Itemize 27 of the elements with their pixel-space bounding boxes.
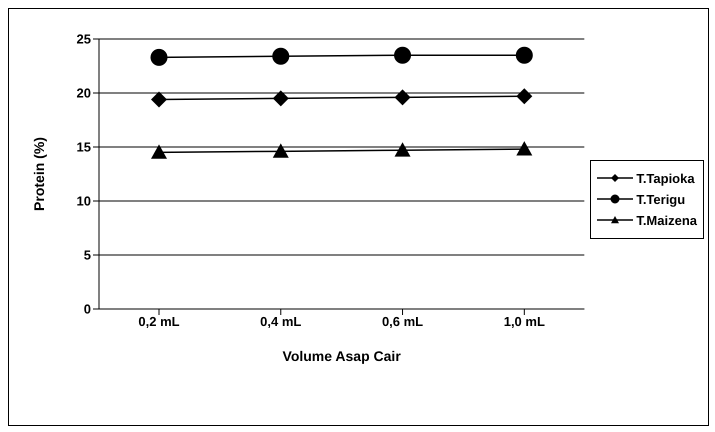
point [272, 48, 290, 65]
point [394, 89, 411, 106]
point [272, 143, 289, 158]
x-tick-label: 1,0 mL [504, 314, 545, 330]
y-tick-label: 25 [76, 32, 91, 47]
point [516, 46, 533, 64]
x-tick-label: 0,4 mL [260, 314, 302, 330]
point [151, 144, 167, 159]
y-tick-label: 5 [84, 248, 91, 263]
point [272, 90, 289, 106]
point [516, 141, 532, 156]
y-tick-label: 0 [84, 302, 91, 317]
y-tick-label: 20 [76, 86, 91, 101]
y-tick-label: 10 [76, 194, 91, 209]
x-tick-label: 0,2 mL [138, 314, 180, 330]
legend-label: T.Maizena [636, 212, 697, 228]
x-axis-title: Volume Asap Cair [282, 348, 402, 364]
x-tick-label: 0,6 mL [382, 314, 424, 330]
y-axis-title: Protein (%) [30, 137, 47, 211]
point [394, 46, 412, 64]
y-tick-label: 15 [76, 140, 91, 155]
legend-label: T.Tapioka [636, 170, 695, 186]
point [151, 91, 167, 108]
point [516, 88, 532, 104]
point [150, 48, 168, 66]
legend-label: T.Terigu [636, 192, 686, 206]
point [394, 142, 411, 157]
